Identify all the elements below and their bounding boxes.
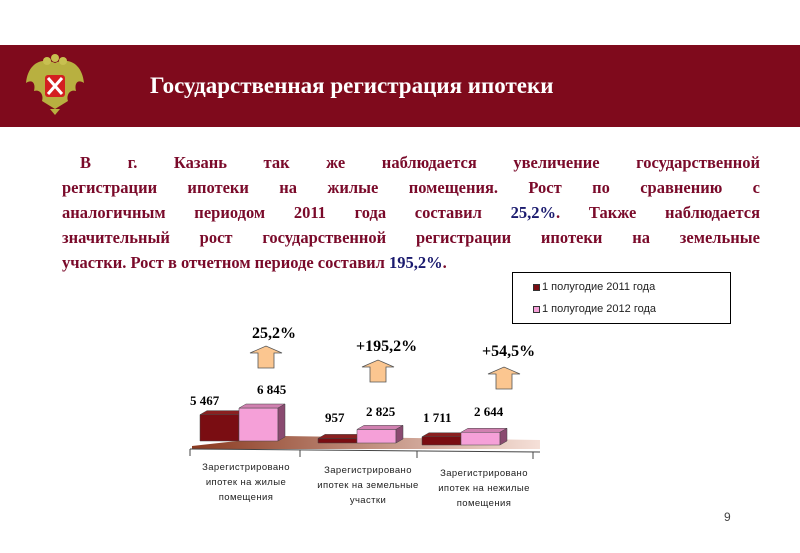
category-label: Зарегистрировано ипотек на нежилые помещен… bbox=[438, 468, 530, 509]
up-arrow-icon bbox=[487, 366, 521, 390]
data-label: 6 845 bbox=[257, 382, 287, 397]
bar-2012-0 bbox=[238, 403, 286, 442]
paragraph-line: аналогичным периодом 2011 года составил … bbox=[62, 203, 761, 222]
growth-highlight: 25,2% bbox=[510, 203, 557, 222]
paragraph-line: регистрации ипотеки на жилые помещения. … bbox=[62, 178, 760, 197]
bar-2012-1 bbox=[356, 424, 404, 444]
growth-label: +54,5% bbox=[482, 343, 536, 360]
category-label: Зарегистрировано ипотек на жилые помещения bbox=[202, 462, 290, 503]
coat-of-arms-emblem bbox=[26, 54, 84, 115]
up-arrow-icon bbox=[361, 359, 395, 383]
summary-paragraph: В г. Казань так же наблюдается увеличени… bbox=[62, 150, 760, 275]
data-label: 957 bbox=[325, 410, 345, 425]
paragraph-line: В г. Казань так же наблюдается увеличени… bbox=[80, 153, 760, 172]
paragraph-line: значительный рост государственной регист… bbox=[62, 228, 760, 247]
page-title: Государственная регистрация ипотеки bbox=[150, 73, 554, 98]
x-axis bbox=[189, 448, 541, 453]
growth-label: +195,2% bbox=[356, 338, 418, 355]
data-label: 5 467 bbox=[190, 393, 220, 408]
legend-swatch bbox=[533, 283, 540, 291]
data-label: 2 644 bbox=[474, 404, 504, 419]
category-label: Зарегистрировано ипотек на земельные участ… bbox=[317, 465, 419, 506]
page-number: 9 bbox=[724, 510, 731, 524]
legend-item-2011: 1 полугодие 2011 года bbox=[533, 281, 655, 293]
data-label: 2 825 bbox=[366, 404, 396, 419]
paragraph-line: участки. Рост в отчетном периоде состави… bbox=[62, 253, 447, 272]
up-arrow-icon bbox=[249, 345, 283, 369]
legend-item-2012: 1 полугодие 2012 года bbox=[533, 303, 656, 315]
chart-legend: 1 полугодие 2011 года 1 полугодие 2012 г… bbox=[512, 272, 731, 324]
legend-swatch bbox=[533, 305, 540, 313]
data-label: 1 711 bbox=[423, 410, 452, 425]
growth-highlight: 195,2% bbox=[389, 253, 443, 272]
bar-2012-2 bbox=[460, 427, 508, 446]
header-band: Государственная регистрация ипотеки bbox=[0, 45, 800, 127]
growth-label: 25,2% bbox=[252, 325, 296, 342]
